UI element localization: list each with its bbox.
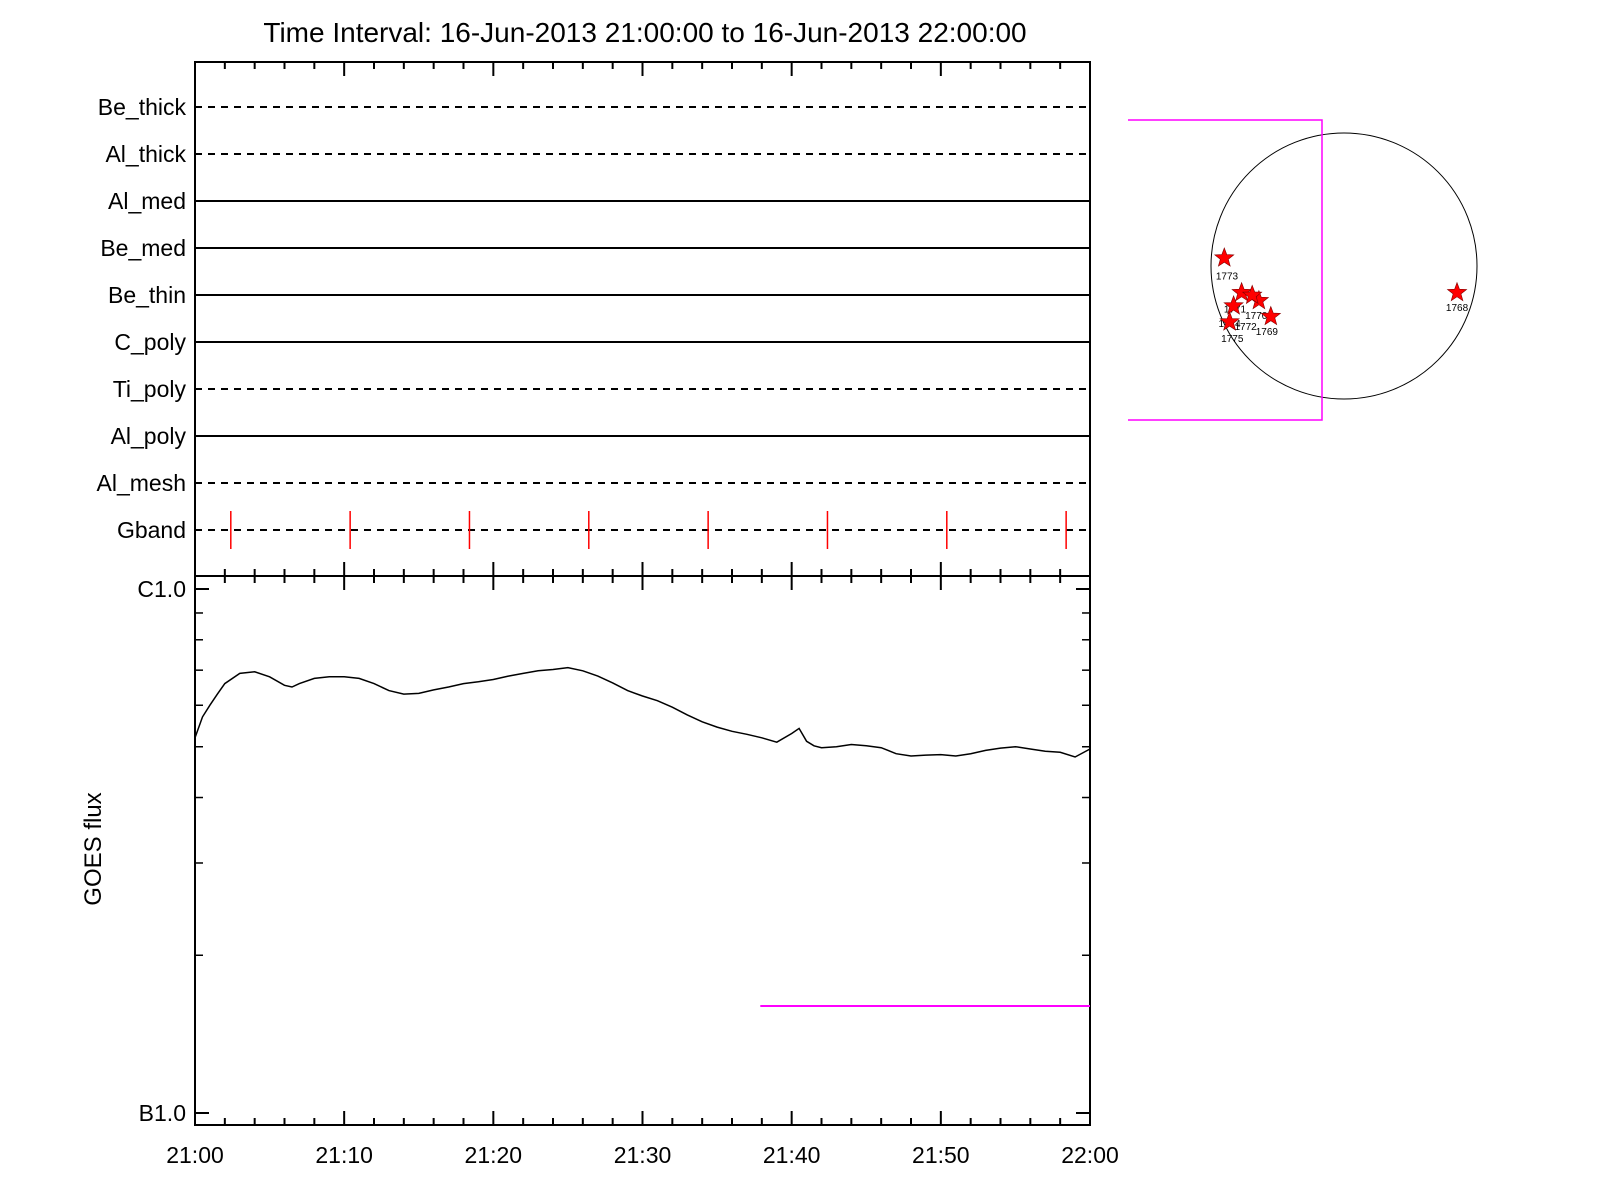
lightcurve-frame [194,61,1091,577]
fov-box [1128,119,1323,421]
x-tick-label: 21:40 [763,1142,821,1168]
channel-label: Al_med [108,188,186,214]
active-region-star [1260,305,1282,326]
x-tick-label: 21:00 [166,1142,224,1168]
active-region-star [1446,281,1468,302]
active-region-label: 1770 [1245,311,1268,322]
active-region-label: 1768 [1446,303,1469,314]
goes-flux-line [194,666,1091,758]
solar-disk-outline [1210,132,1478,400]
goes-frame [194,575,1091,1126]
channel-label: Be_thick [98,94,187,120]
lightcurve-panel: Be_thick Al_thick Al_med Be_med Be_thin C_pol… [97,61,1091,577]
active-region-label: 1769 [1256,327,1279,338]
channel-label: C_poly [114,329,186,355]
x-tick-label: 21:20 [465,1142,523,1168]
active-region-star [1219,311,1240,331]
active-region-star [1231,281,1252,302]
active-region-star [1223,295,1244,315]
x-tick-label: 21:30 [614,1142,672,1168]
x-tick-label: 22:00 [1061,1142,1119,1168]
y-tick-label: C1.0 [137,576,186,602]
x-tick-label: 21:50 [912,1142,970,1168]
goes-y-axis-label: GOES flux [80,792,107,905]
channel-label: Al_poly [111,423,187,449]
channel-label: Ti_poly [113,376,187,402]
active-region-star [1241,284,1263,305]
solar-disk-map: 17731771177017721774177517691768 [1128,119,1478,421]
channel-label: Gband [117,517,186,543]
active-region-label: 1775 [1221,334,1244,345]
active-region-star [1213,247,1235,267]
y-tick-label: B1.0 [139,1100,186,1126]
channel-label: Al_thick [105,141,186,167]
channel-label: Be_med [100,235,186,261]
goes-panel: GOES flux 21:00 21:10 21:20 21:30 21:40 21:50… [80,575,1119,1168]
chart-title: Time Interval: 16-Jun-2013 21:00:00 to 1… [263,17,1026,48]
channel-label: Be_thin [108,282,186,308]
channel-label: Al_mesh [97,470,186,496]
active-region-label: 1773 [1216,271,1239,282]
x-tick-label: 21:10 [315,1142,373,1168]
active-region-label: 1772 [1234,322,1257,333]
